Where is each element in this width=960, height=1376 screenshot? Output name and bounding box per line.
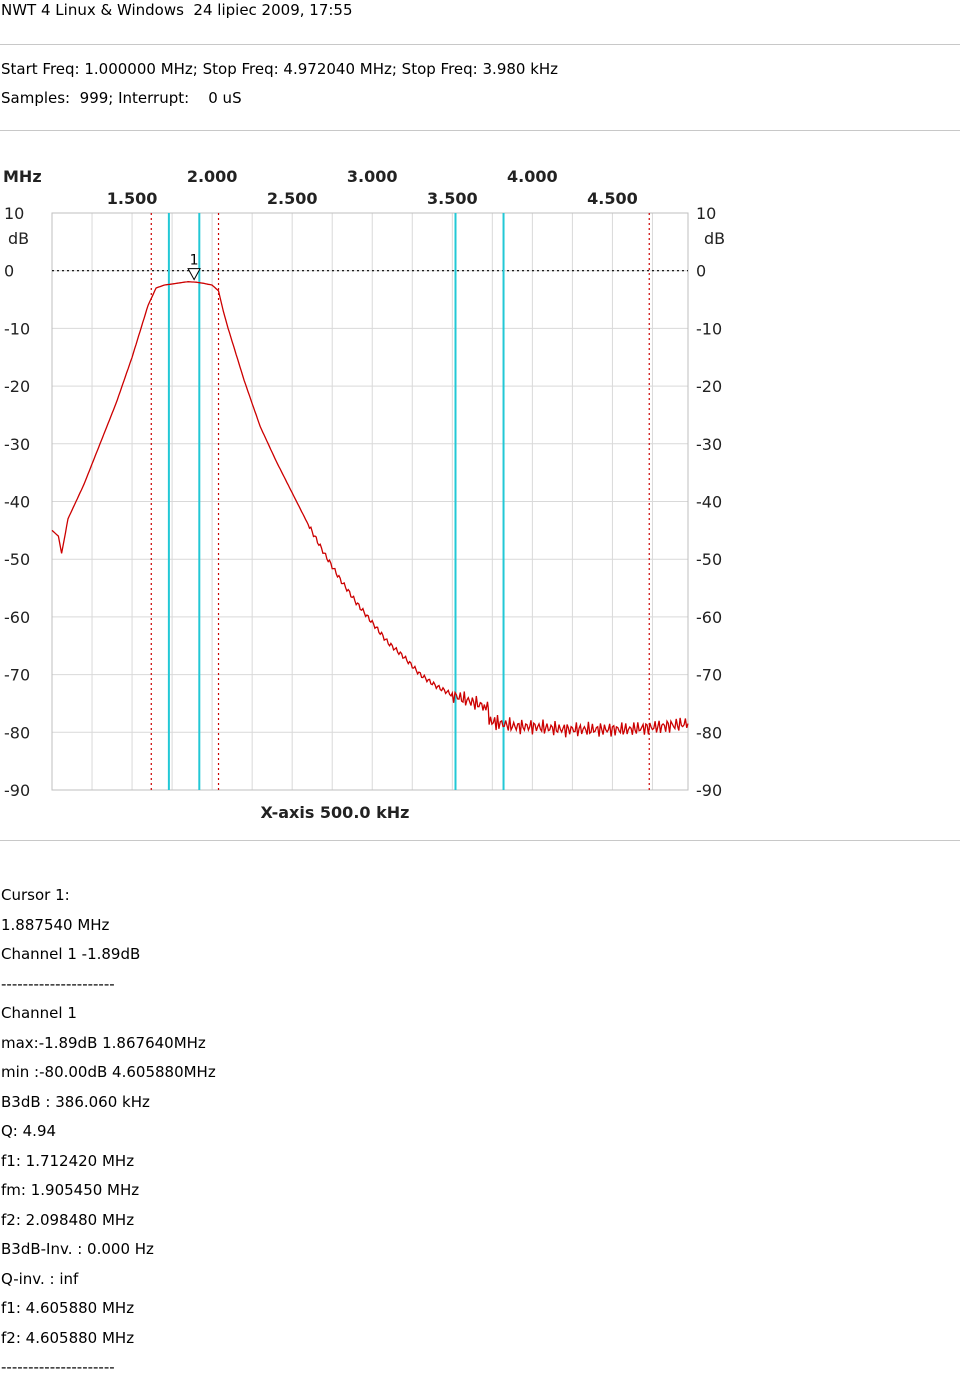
- y-tick-label-right: -10: [696, 319, 722, 338]
- chart-cursor-marker: 1: [187, 253, 201, 281]
- y-tick-label-right: -30: [696, 435, 722, 454]
- y-unit-right: dB: [704, 229, 725, 248]
- x-axis-label: X-axis 500.0 kHz: [261, 803, 410, 822]
- result-line: Channel 1: [1, 1004, 77, 1022]
- result-line: f1: 4.605880 MHz: [1, 1299, 135, 1317]
- x-tick-label-lower: 1.500: [107, 189, 158, 208]
- settings-divider: [0, 130, 960, 131]
- chart-divider: [0, 840, 960, 841]
- result-line: ---------------------: [1, 974, 115, 993]
- result-line: Cursor 1:: [1, 886, 70, 904]
- result-line: 1.887540 MHz: [1, 915, 110, 934]
- result-line: B3dB-Inv. : 0.000 Hz: [1, 1240, 154, 1258]
- frequency-settings: Start Freq: 1.000000 MHz; Stop Freq: 4.9…: [1, 60, 559, 78]
- result-line: max:-1.89dB 1.867640MHz: [1, 1033, 206, 1052]
- result-line: Q-inv. : inf: [1, 1269, 79, 1288]
- result-line: fm: 1.905450 MHz: [1, 1181, 140, 1199]
- marker-label: 1: [190, 253, 199, 269]
- y-tick-label-left: -80: [4, 723, 30, 742]
- y-tick-label-right: 10: [696, 204, 716, 223]
- y-tick-label-right: 0: [696, 262, 706, 281]
- x-tick-label-upper: 3.000: [347, 167, 398, 186]
- chart-vertical-markers: [150, 213, 650, 790]
- y-tick-label-right: -50: [696, 550, 722, 569]
- y-tick-label-right: -40: [696, 493, 722, 512]
- chart-grid: [51, 212, 689, 791]
- x-tick-label-lower: 2.500: [267, 189, 318, 208]
- plot-border: [51, 212, 689, 791]
- y-tick-label-left: 0: [4, 262, 14, 281]
- y-tick-label-left: -40: [4, 493, 30, 512]
- header-divider: [0, 44, 960, 45]
- y-tick-label-right: -60: [696, 608, 722, 627]
- result-line: B3dB : 386.060 kHz: [1, 1092, 150, 1111]
- y-tick-label-left: -90: [4, 781, 30, 800]
- y-tick-label-left: -10: [4, 319, 30, 338]
- y-tick-label-left: -60: [4, 608, 30, 627]
- y-unit-left: dB: [8, 229, 29, 248]
- series-line: [51, 281, 689, 738]
- x-tick-label-upper: 4.000: [507, 167, 558, 186]
- y-tick-label-right: -80: [696, 723, 722, 742]
- result-line: min :-80.00dB 4.605880MHz: [1, 1063, 216, 1081]
- y-tick-label-left: -30: [4, 435, 30, 454]
- y-tick-label-left: 10: [4, 204, 24, 223]
- result-line: ---------------------: [1, 1358, 115, 1376]
- result-line: f2: 4.605880 MHz: [1, 1328, 135, 1347]
- x-tick-label-lower: 3.500: [427, 189, 478, 208]
- y-tick-label-right: -20: [696, 377, 722, 396]
- result-line: Q: 4.94: [1, 1122, 57, 1140]
- chart-series-layer: [51, 281, 689, 738]
- y-tick-label-right: -90: [696, 781, 722, 800]
- result-line: f1: 1.712420 MHz: [1, 1151, 135, 1170]
- y-tick-label-left: -70: [4, 666, 30, 685]
- y-tick-label-left: -50: [4, 550, 30, 569]
- result-line: f2: 2.098480 MHz: [1, 1210, 135, 1229]
- x-tick-label-upper: 2.000: [187, 167, 238, 186]
- marker-triangle-icon: [187, 268, 201, 281]
- samples-settings: Samples: 999; Interrupt: 0 uS: [1, 89, 242, 107]
- y-tick-label-left: -20: [4, 377, 30, 396]
- x-tick-label-lower: 4.500: [587, 189, 638, 208]
- window-title: NWT 4 Linux & Windows 24 lipiec 2009, 17…: [1, 1, 353, 19]
- x-unit-label: MHz: [3, 167, 42, 186]
- y-tick-label-right: -70: [696, 666, 722, 685]
- result-line: Channel 1 -1.89dB: [1, 945, 141, 963]
